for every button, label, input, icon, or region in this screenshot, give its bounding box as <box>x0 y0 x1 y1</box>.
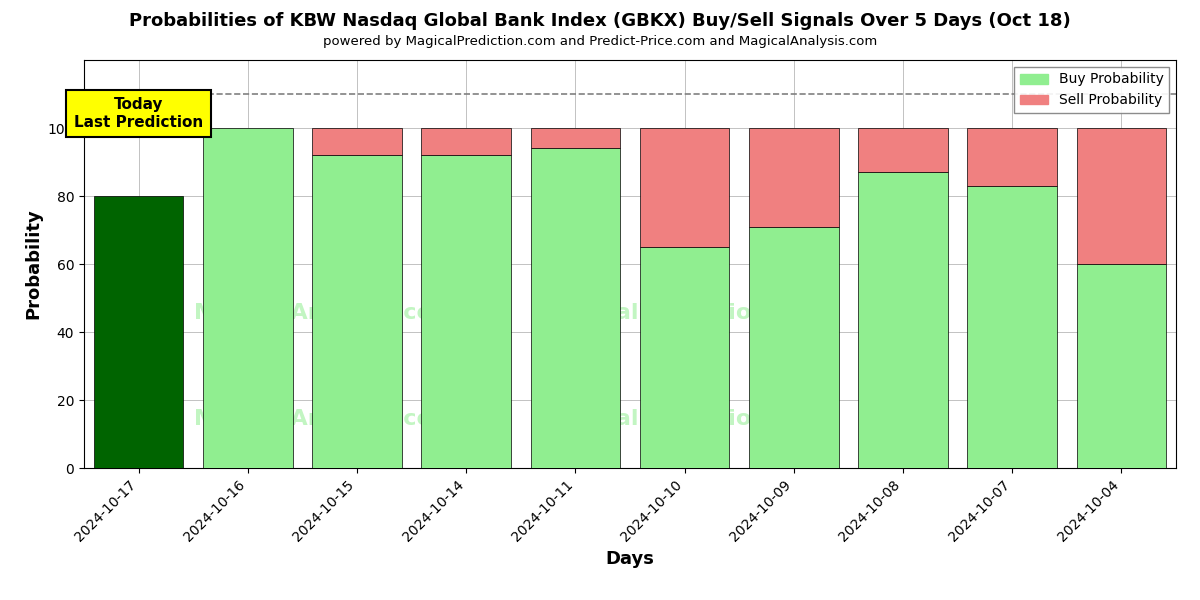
Bar <box>421 128 511 155</box>
Bar <box>640 128 730 247</box>
Text: MagicalAnalysis.com: MagicalAnalysis.com <box>193 409 455 429</box>
Bar <box>858 172 948 468</box>
Bar <box>203 128 293 468</box>
Bar <box>1076 128 1166 264</box>
Bar <box>530 128 620 148</box>
Text: MagicalPrediction.com: MagicalPrediction.com <box>542 303 827 323</box>
Bar <box>749 128 839 227</box>
Bar <box>967 186 1057 468</box>
Bar <box>421 155 511 468</box>
Bar <box>1076 264 1166 468</box>
Text: MagicalPrediction.com: MagicalPrediction.com <box>542 409 827 429</box>
Bar <box>967 128 1057 186</box>
Text: Probabilities of KBW Nasdaq Global Bank Index (GBKX) Buy/Sell Signals Over 5 Day: Probabilities of KBW Nasdaq Global Bank … <box>130 12 1070 30</box>
Bar <box>312 155 402 468</box>
Legend: Buy Probability, Sell Probability: Buy Probability, Sell Probability <box>1014 67 1169 113</box>
Bar <box>640 247 730 468</box>
Bar <box>530 148 620 468</box>
X-axis label: Days: Days <box>606 550 654 568</box>
Text: Today
Last Prediction: Today Last Prediction <box>74 97 203 130</box>
Bar <box>749 227 839 468</box>
Bar <box>312 128 402 155</box>
Text: powered by MagicalPrediction.com and Predict-Price.com and MagicalAnalysis.com: powered by MagicalPrediction.com and Pre… <box>323 35 877 48</box>
Text: MagicalAnalysis.com: MagicalAnalysis.com <box>193 303 455 323</box>
Bar <box>94 196 184 468</box>
Y-axis label: Probability: Probability <box>24 209 42 319</box>
Bar <box>858 128 948 172</box>
